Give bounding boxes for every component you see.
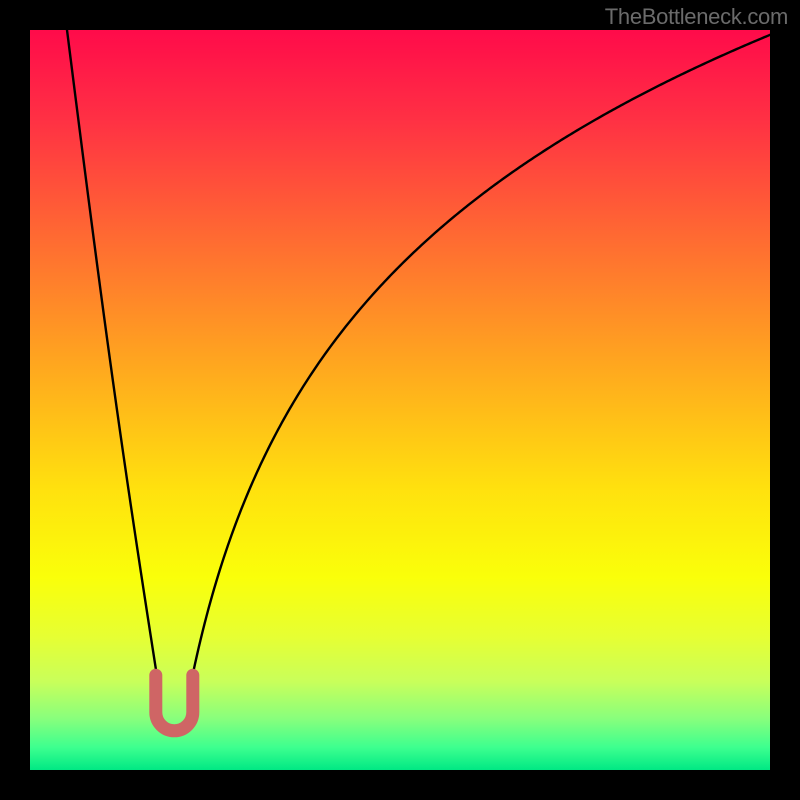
chart-container: TheBottleneck.com bbox=[0, 0, 800, 800]
bottleneck-curve-plot bbox=[30, 30, 770, 770]
watermark-text: TheBottleneck.com bbox=[605, 4, 788, 30]
gradient-background bbox=[30, 30, 770, 770]
